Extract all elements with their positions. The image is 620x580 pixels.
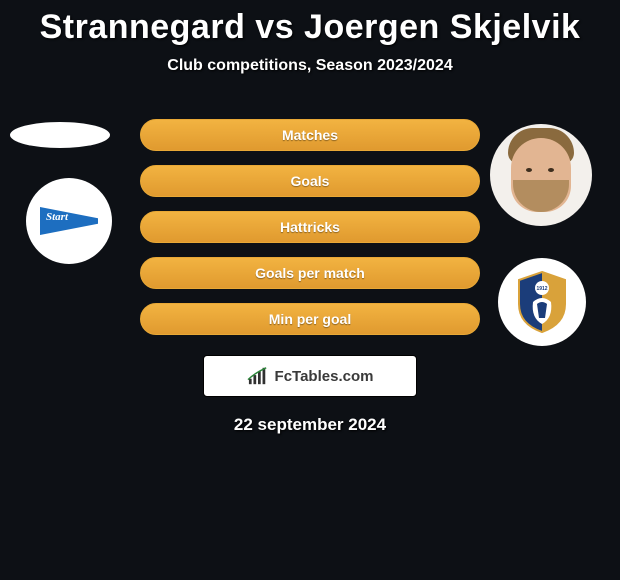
player2-face — [490, 124, 592, 226]
shield-icon: 1912 — [515, 270, 569, 334]
stat-goals-per-match[interactable]: Goals per match — [140, 257, 480, 289]
brand-badge[interactable]: FcTables.com — [203, 355, 417, 397]
update-date: 22 september 2024 — [0, 415, 620, 435]
eye-right — [548, 168, 554, 172]
eye-left — [526, 168, 532, 172]
bar-chart-icon — [247, 366, 269, 386]
svg-text:1912: 1912 — [536, 286, 547, 292]
player1-avatar-placeholder — [10, 122, 110, 148]
player1-club-badge: Start — [26, 178, 112, 264]
stat-min-per-goal[interactable]: Min per goal — [140, 303, 480, 335]
brand-text: FcTables.com — [275, 368, 374, 385]
pennant-text: Start — [46, 211, 68, 223]
subtitle: Club competitions, Season 2023/2024 — [0, 57, 620, 75]
stat-goals[interactable]: Goals — [140, 165, 480, 197]
player2-avatar — [490, 124, 592, 226]
player2-club-badge: 1912 — [498, 258, 586, 346]
stat-hattricks[interactable]: Hattricks — [140, 211, 480, 243]
page-title: Strannegard vs Joergen Skjelvik — [0, 0, 620, 47]
stat-matches[interactable]: Matches — [140, 119, 480, 151]
